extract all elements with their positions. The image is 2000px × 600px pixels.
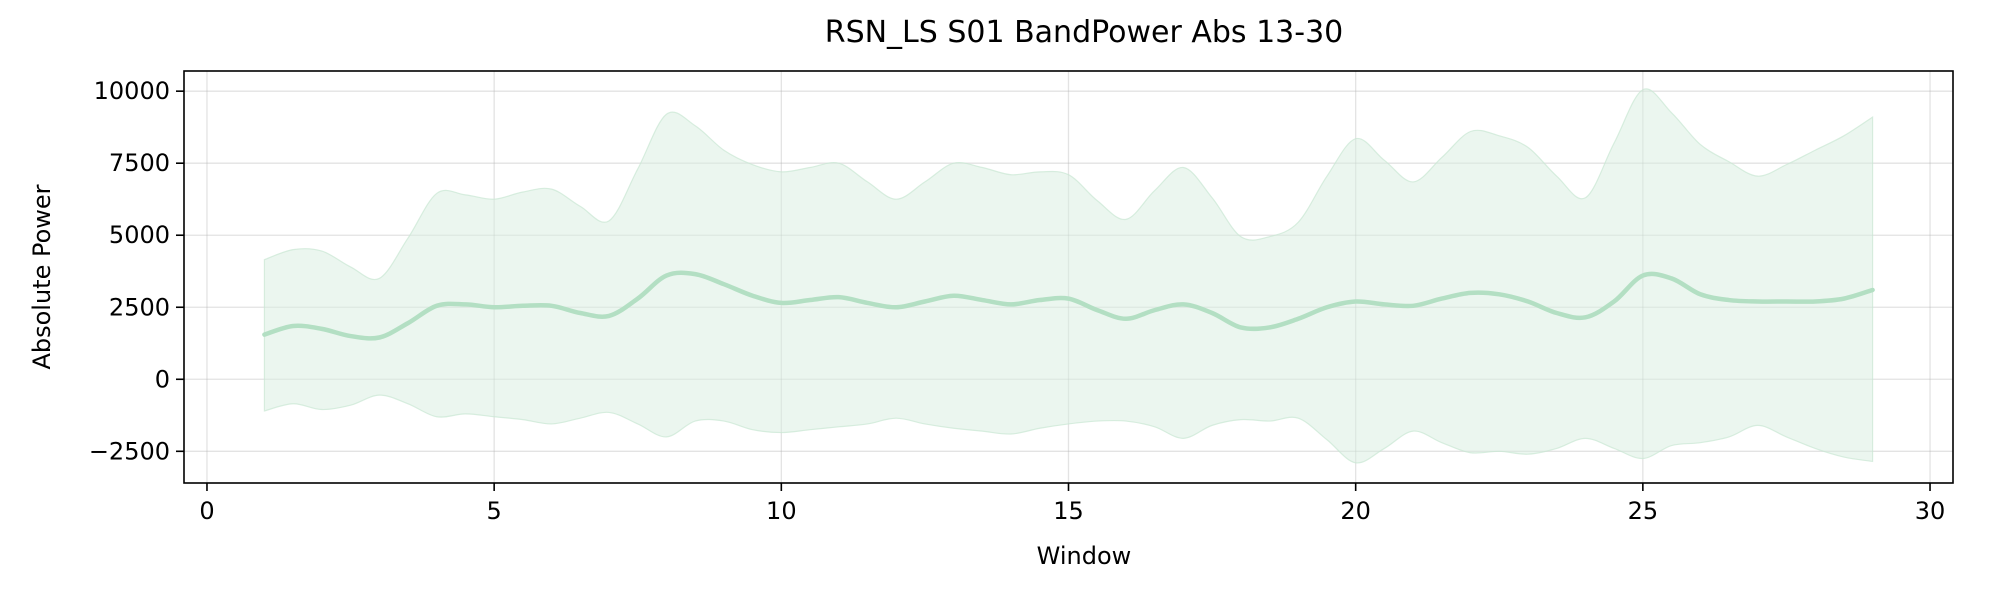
x-tick-label: 25 [1628, 497, 1659, 525]
x-tick-label: 15 [1053, 497, 1084, 525]
y-tick-label: 10000 [94, 77, 170, 105]
y-axis-label: Absolute Power [28, 184, 56, 369]
y-tick-label: 7500 [109, 149, 170, 177]
y-tick-label: −2500 [89, 437, 170, 465]
y-axis: −2500 0 2500 5000 7500 10000 [89, 77, 184, 465]
y-tick-label: 0 [155, 365, 170, 393]
y-tick-label: 2500 [109, 293, 170, 321]
chart-title: RSN_LS S01 BandPower Abs 13-30 [825, 15, 1344, 50]
y-tick-label: 5000 [109, 221, 170, 249]
x-tick-label: 0 [199, 497, 214, 525]
x-axis: 0 5 10 15 20 25 30 [199, 483, 1945, 525]
x-tick-label: 10 [766, 497, 797, 525]
x-axis-label: Window [1037, 542, 1132, 570]
x-tick-label: 5 [487, 497, 502, 525]
x-tick-label: 30 [1915, 497, 1946, 525]
x-tick-label: 20 [1340, 497, 1371, 525]
mean-line [262, 270, 1875, 341]
